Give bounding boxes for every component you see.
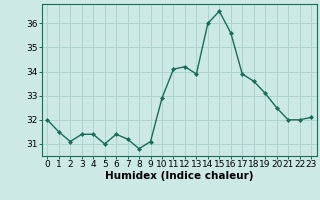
X-axis label: Humidex (Indice chaleur): Humidex (Indice chaleur) [105,171,253,181]
